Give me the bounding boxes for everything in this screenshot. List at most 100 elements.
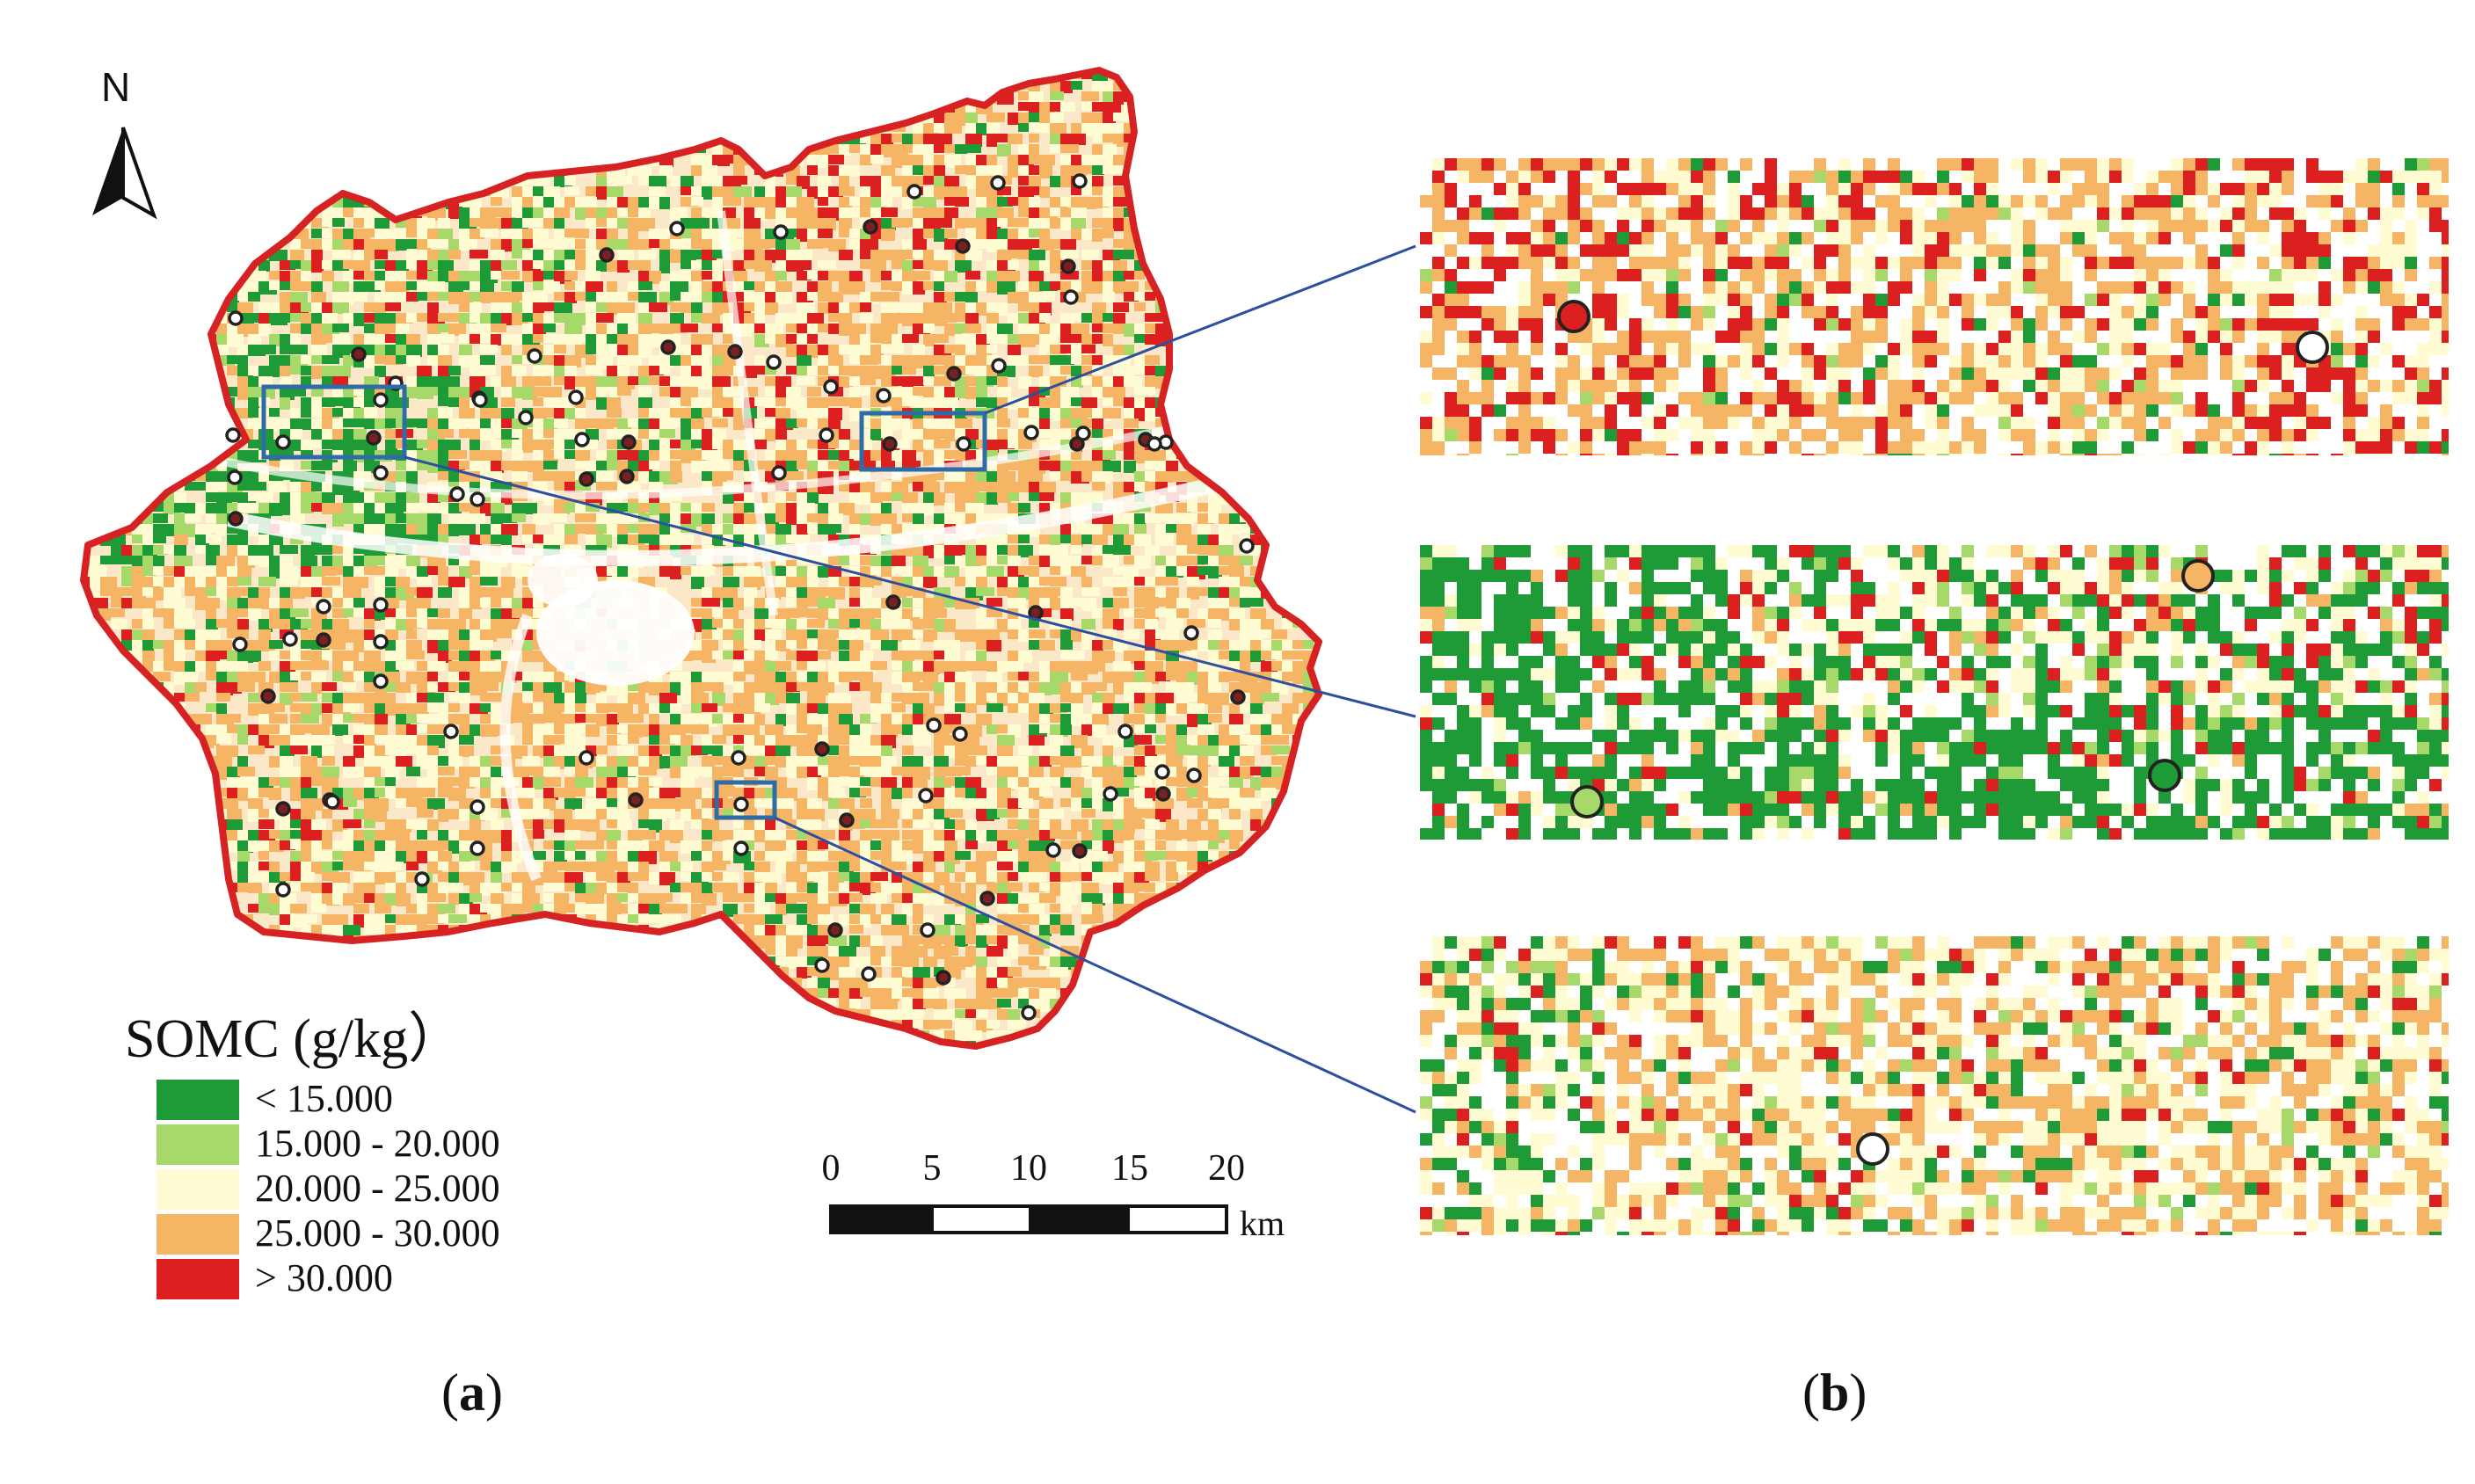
raster-cell <box>164 271 181 283</box>
raster-cell <box>195 91 207 103</box>
raster-cell <box>142 113 156 123</box>
raster-cell <box>691 577 704 589</box>
raster-cell <box>185 376 200 386</box>
raster-cell <box>142 366 157 379</box>
raster-cell <box>586 260 599 272</box>
raster-cell <box>733 619 745 629</box>
raster-cell <box>1155 218 1171 228</box>
raster-cell <box>512 207 530 217</box>
raster-cell <box>944 450 963 459</box>
raster-cell <box>280 545 298 554</box>
raster-cell <box>733 165 745 178</box>
raster-cell <box>280 355 291 368</box>
raster-cell <box>164 250 174 259</box>
raster-cell <box>142 429 158 440</box>
raster-cell <box>216 218 234 231</box>
raster-cell <box>986 271 1000 283</box>
raster-cell <box>174 207 192 220</box>
raster-cell <box>965 366 978 375</box>
raster-cell <box>744 229 761 242</box>
raster-cell <box>385 260 396 272</box>
raster-cell <box>797 598 808 609</box>
raster-cell <box>480 366 496 375</box>
raster-cell <box>1208 70 1219 83</box>
raster-cell <box>227 113 245 123</box>
raster-cell <box>575 229 589 238</box>
raster-cell <box>164 366 181 378</box>
raster-cell <box>269 418 282 430</box>
raster-cell <box>575 260 591 270</box>
raster-cell <box>132 334 146 346</box>
raster-cell <box>132 619 142 629</box>
raster-cell <box>997 186 1011 195</box>
raster-cell <box>174 218 185 227</box>
raster-cell <box>818 123 828 134</box>
raster-cell <box>237 250 251 262</box>
raster-cell <box>807 70 824 81</box>
raster-cell <box>100 292 111 302</box>
raster-cell <box>353 102 370 112</box>
raster-cell <box>512 334 524 346</box>
raster-cell <box>564 292 577 303</box>
raster-cell <box>206 281 221 293</box>
raster-cell <box>839 503 855 515</box>
raster-cell <box>754 440 767 449</box>
raster-cell <box>1229 324 1248 332</box>
raster-cell <box>1008 113 1020 125</box>
raster-cell <box>1271 155 1282 164</box>
raster-cell <box>480 113 498 121</box>
raster-cell <box>1134 302 1146 311</box>
raster-cell <box>870 429 883 440</box>
raster-cell <box>237 113 256 123</box>
raster-cell <box>564 229 580 237</box>
raster-cell <box>997 471 1015 484</box>
raster-cell <box>375 355 385 364</box>
raster-cell <box>206 229 217 240</box>
raster-cell <box>807 619 825 628</box>
raster-cell <box>1271 418 1288 427</box>
raster-cell <box>596 345 609 358</box>
raster-cell <box>797 440 809 452</box>
raster-cell <box>1282 123 1293 136</box>
raster-cell <box>301 281 312 291</box>
raster-cell <box>1324 155 1337 164</box>
raster-cell <box>944 81 957 93</box>
raster-cell <box>765 123 780 132</box>
raster-cell <box>1029 397 1043 406</box>
raster-cell <box>1039 229 1050 242</box>
raster-cell <box>860 418 876 427</box>
raster-cell <box>649 70 666 79</box>
raster-cell <box>986 70 1005 83</box>
raster-cell <box>427 70 439 81</box>
raster-cell <box>237 155 254 165</box>
raster-cell <box>818 186 830 198</box>
raster-cell <box>1103 334 1113 346</box>
raster-cell <box>185 461 203 469</box>
raster-cell <box>364 376 379 387</box>
raster-cell <box>1314 566 1319 579</box>
raster-cell <box>1039 218 1051 230</box>
raster-cell <box>448 144 463 156</box>
raster-cell <box>132 229 146 241</box>
raster-cell <box>786 91 799 105</box>
raster-cell <box>364 113 382 123</box>
raster-cell <box>1176 566 1188 576</box>
raster-cell <box>607 387 619 398</box>
raster-cell <box>797 619 808 631</box>
raster-cell <box>1071 229 1083 240</box>
raster-cell <box>84 229 98 238</box>
raster-cell <box>237 355 248 368</box>
raster-cell <box>438 566 448 578</box>
raster-cell <box>575 292 586 301</box>
raster-cell <box>1240 556 1253 565</box>
raster-cell <box>638 313 652 326</box>
raster-cell <box>100 271 118 282</box>
raster-cell <box>1240 134 1255 143</box>
raster-cell <box>195 134 210 144</box>
raster-cell <box>290 334 301 346</box>
raster-cell <box>923 376 941 385</box>
raster-cell <box>1113 482 1124 493</box>
raster-cell <box>681 91 699 100</box>
raster-cell <box>522 440 534 453</box>
raster-cell <box>955 345 965 358</box>
